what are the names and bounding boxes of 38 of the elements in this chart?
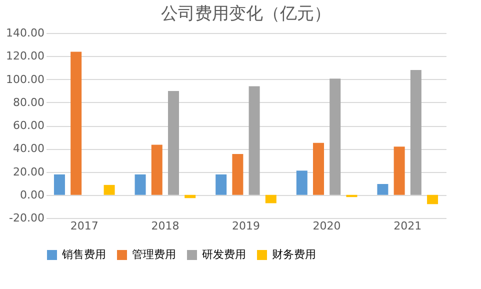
- bar: [104, 184, 115, 195]
- bar: [151, 144, 162, 195]
- legend-label: 财务费用: [272, 248, 316, 261]
- y-tick-label: 20.00: [13, 165, 44, 178]
- chart-title: 公司费用变化（亿元）: [161, 4, 331, 24]
- y-tick-label: 140.00: [6, 26, 44, 40]
- bar: [313, 142, 324, 195]
- y-tick-label: 40.00: [13, 142, 44, 156]
- x-tick-label: 2020: [312, 220, 341, 232]
- bar: [184, 194, 196, 198]
- bar: [410, 70, 422, 195]
- bar: [427, 194, 438, 204]
- bar: [394, 146, 405, 195]
- bar: [54, 174, 65, 195]
- x-tick-label: 2019: [232, 220, 260, 232]
- x-tick-label: 2017: [70, 220, 98, 232]
- x-tick-label: 2018: [151, 220, 180, 232]
- bar: [134, 174, 146, 195]
- bar: [330, 78, 341, 195]
- bar: [216, 174, 227, 195]
- y-tick-label: 120.00: [6, 50, 44, 63]
- bar: [168, 91, 179, 195]
- bar: [265, 194, 276, 204]
- bar: [70, 52, 82, 195]
- bar: [346, 194, 358, 198]
- legend-label: 研发费用: [202, 248, 246, 261]
- legend-label: 管理费用: [132, 248, 176, 261]
- y-tick-label: 80.00: [13, 96, 44, 109]
- legend-label: 销售费用: [61, 248, 106, 261]
- y-tick-label: 0.00: [20, 188, 44, 202]
- bar: [296, 170, 308, 195]
- y-tick-label: -20.00: [9, 212, 44, 224]
- y-tick-label: 100.00: [6, 72, 44, 86]
- x-tick-label: 2021: [394, 220, 422, 232]
- y-tick-label: 60.00: [13, 119, 44, 132]
- bar: [248, 86, 260, 195]
- bar: [377, 184, 388, 195]
- bar: [232, 154, 244, 195]
